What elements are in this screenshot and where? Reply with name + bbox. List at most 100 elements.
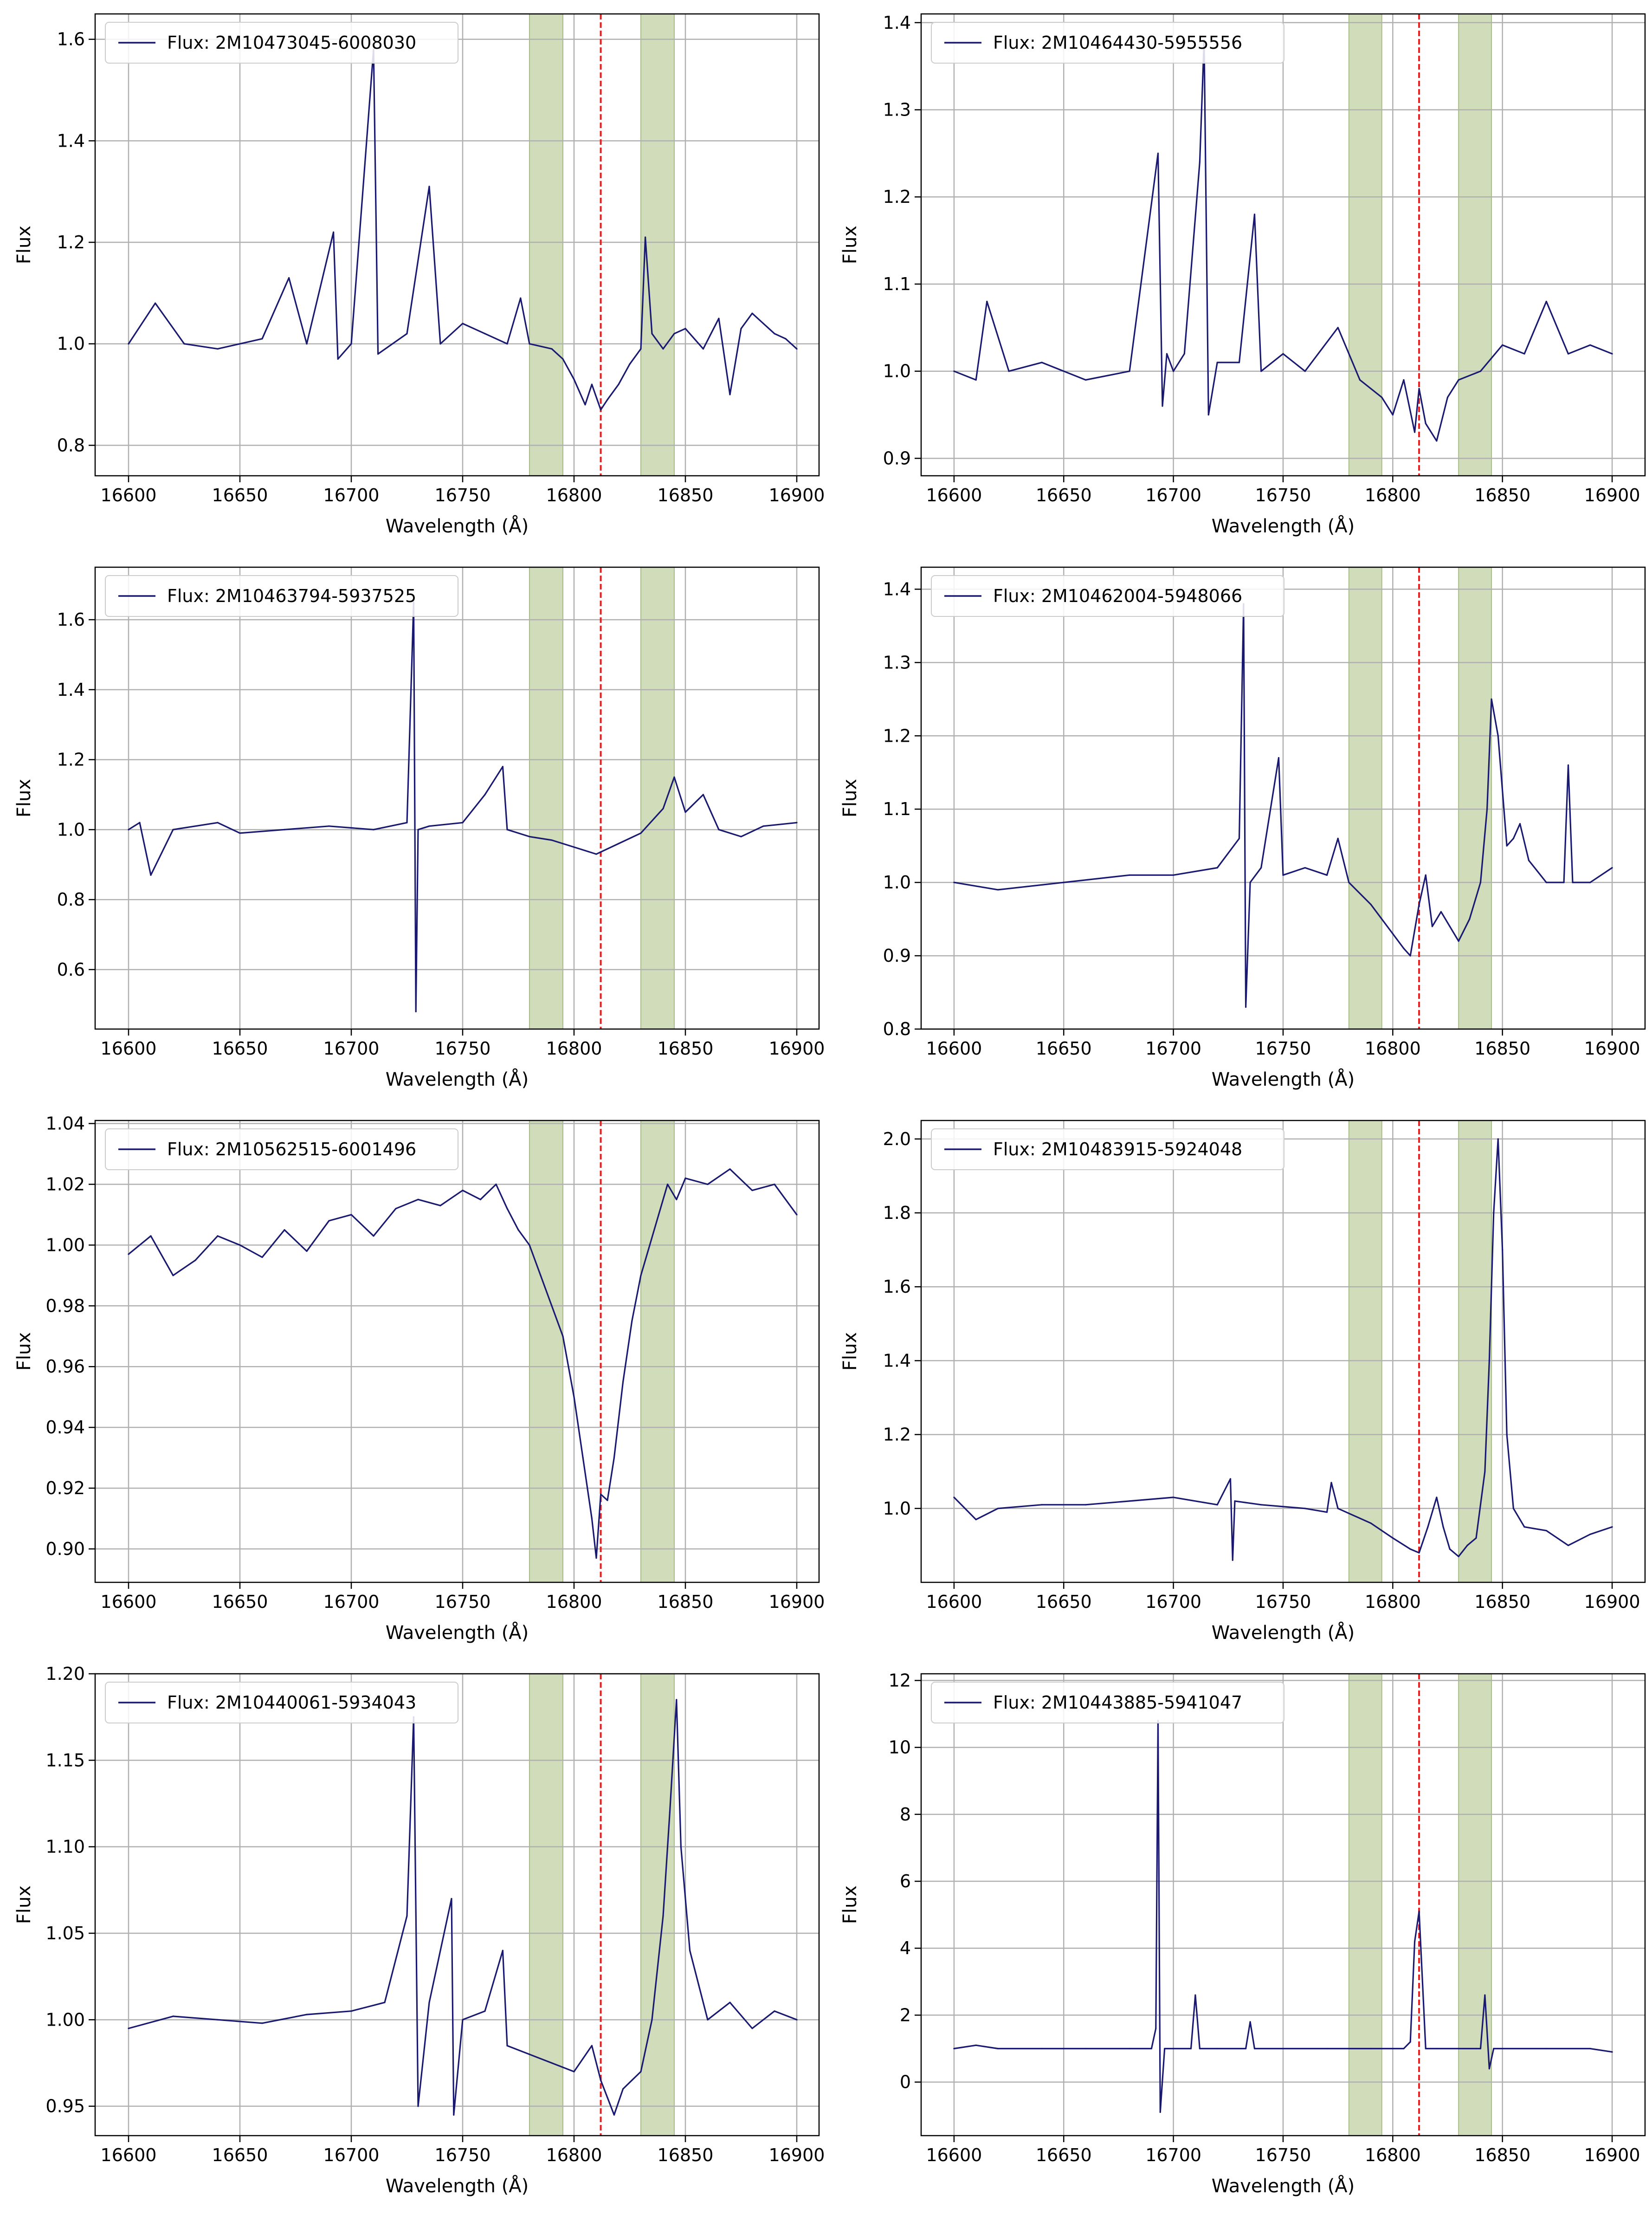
data-point [1129, 1500, 1130, 1502]
data-point [502, 1949, 503, 1951]
y-tick-label: 0.9 [883, 448, 911, 468]
y-tick-label: 2.0 [883, 1129, 911, 1149]
data-point [1245, 2047, 1247, 2050]
data-point [1545, 300, 1547, 303]
x-tick-label: 16700 [1145, 1038, 1201, 1059]
data-point [796, 1214, 798, 1216]
data-point [684, 328, 686, 330]
data-point [484, 333, 486, 335]
y-tick-label: 1.2 [883, 1425, 911, 1445]
data-point [1238, 837, 1240, 839]
y-axis-label: Flux [839, 1885, 861, 1924]
data-point [1245, 1006, 1247, 1008]
y-tick-label: 1.0 [57, 334, 85, 354]
data-point [479, 1198, 481, 1200]
data-point [1173, 370, 1174, 372]
data-point [751, 1189, 753, 1192]
data-point [1304, 1508, 1306, 1509]
data-point [1431, 926, 1433, 927]
y-tick-label: 0.8 [57, 889, 85, 910]
chart-panel: Flux: 2M10440061-59340431660016650167001… [0, 1660, 826, 2213]
data-point [582, 1457, 584, 1459]
data-point [1199, 2047, 1200, 2050]
x-tick-label: 16850 [658, 1038, 714, 1059]
data-point [729, 1168, 731, 1170]
data-point [350, 1214, 352, 1216]
y-tick-label: 0.96 [45, 1356, 85, 1377]
data-point [128, 1253, 129, 1255]
data-point [1041, 2047, 1043, 2050]
x-tick-label: 16600 [926, 2145, 982, 2165]
data-point [751, 312, 753, 314]
chart-svg: 16600 16650 16700 16750 16800 16850 16900 0.6 0.… [13, 566, 825, 1090]
data-point [740, 835, 742, 838]
data-point [1392, 1537, 1394, 1539]
x-tick-label: 16850 [1474, 485, 1530, 505]
data-point [217, 1235, 219, 1237]
data-point [495, 1183, 497, 1185]
data-point [1282, 874, 1284, 876]
data-point [1173, 2047, 1174, 2050]
data-point [562, 1335, 564, 1337]
data-point [762, 825, 764, 827]
data-point [1194, 1994, 1196, 1996]
data-point [172, 829, 174, 830]
shaded-band [640, 567, 675, 1030]
data-point [1173, 874, 1174, 876]
data-point [439, 1205, 441, 1206]
data-point [607, 1499, 608, 1501]
data-point [591, 2045, 593, 2047]
data-point [1337, 837, 1339, 839]
y-tick-label: 1.2 [883, 187, 911, 207]
x-tick-label: 16600 [101, 2145, 157, 2165]
data-point [1458, 379, 1459, 381]
y-tick-label: 4 [900, 1938, 911, 1958]
data-point [1414, 431, 1416, 433]
y-tick-label: 1.10 [45, 1837, 85, 1857]
x-tick-label: 16850 [1474, 1592, 1530, 1612]
chart-svg: 16600 16650 16700 16750 16800 16850 16900 1.0 1.… [839, 1120, 1646, 1644]
legend-box [931, 1682, 1284, 1723]
data-point [417, 2105, 419, 2107]
x-tick-label: 16700 [1145, 485, 1201, 505]
data-point [406, 333, 408, 335]
x-tick-label: 16850 [658, 1592, 714, 1612]
legend-box [931, 22, 1284, 64]
x-tick-label: 16850 [658, 485, 714, 505]
data-point [1458, 940, 1459, 942]
data-point [502, 766, 503, 768]
data-point [506, 2045, 508, 2047]
data-point [1436, 1496, 1438, 1498]
data-point [1238, 362, 1240, 363]
data-point [484, 2010, 486, 2012]
data-point [1084, 1504, 1087, 1506]
y-tick-label: 2 [900, 2005, 911, 2025]
data-point [673, 776, 675, 778]
x-tick-label: 16700 [323, 1592, 380, 1612]
data-point [1229, 1478, 1232, 1480]
legend: Flux: 2M10483915-5924048 [931, 1128, 1284, 1170]
data-point [183, 343, 185, 345]
y-tick-label: 8 [900, 1804, 911, 1825]
data-point [618, 383, 620, 385]
data-point [439, 343, 441, 345]
data-point [1567, 353, 1569, 355]
y-tick-label: 1.00 [45, 1235, 85, 1255]
y-tick-label: 1.6 [883, 1276, 911, 1297]
data-point [1479, 2047, 1482, 2050]
data-point [155, 302, 156, 304]
data-point [217, 348, 219, 350]
data-point [1545, 881, 1547, 883]
data-point [1216, 867, 1218, 869]
x-tick-label: 16900 [1584, 485, 1640, 505]
chart-svg: 16600 16650 16700 16750 16800 16850 16900 0.9 1.… [839, 13, 1646, 537]
data-point [417, 829, 419, 830]
data-point [462, 822, 464, 823]
data-point [1611, 867, 1613, 869]
data-point [1326, 2047, 1328, 2050]
data-point [1234, 1500, 1236, 1502]
shaded-band [529, 1120, 563, 1583]
data-point [1216, 2047, 1218, 2050]
data-point [1330, 1482, 1332, 1483]
data-point [529, 343, 530, 345]
